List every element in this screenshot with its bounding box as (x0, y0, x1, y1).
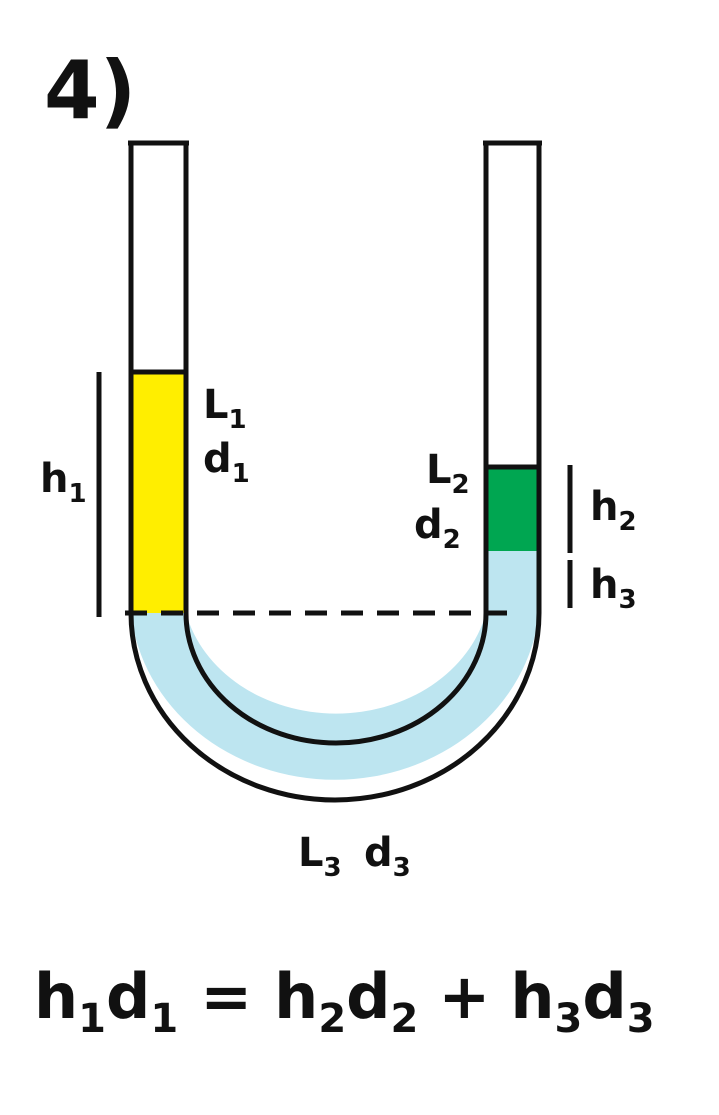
label-d2: d2 (414, 502, 461, 555)
label-L1: L1 (203, 382, 247, 435)
liquid-2 (486, 467, 539, 551)
figure-number: 4) (44, 44, 136, 137)
label-L2: L2 (426, 447, 470, 500)
label-h1: h1 (40, 456, 87, 509)
label-d1: d1 (203, 436, 250, 489)
liquid-1 (131, 372, 186, 613)
label-h2: h2 (590, 484, 637, 537)
label-h3: h3 (590, 562, 637, 615)
equation: h1d1 = h2d2 + h3d3 (34, 960, 655, 1042)
label-d3: d3 (364, 830, 411, 883)
label-L3: L3 (298, 830, 342, 883)
tube-outline (128, 140, 542, 803)
liquid-3 (131, 551, 539, 780)
